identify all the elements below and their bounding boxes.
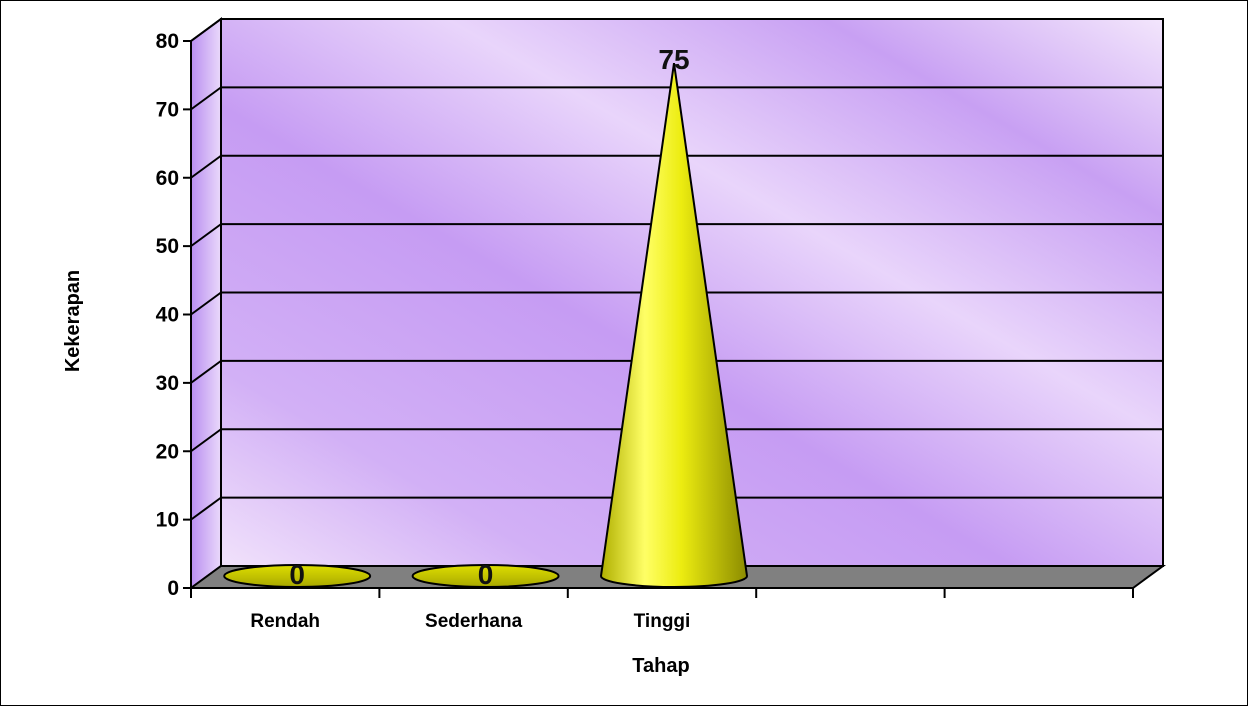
bars bbox=[223, 63, 749, 588]
x-tick-label-rendah: Rendah bbox=[250, 611, 320, 632]
gridline-side-60 bbox=[190, 154, 222, 179]
cone-base-disc bbox=[223, 564, 372, 588]
gridline-side-40 bbox=[190, 291, 222, 316]
gridline-side-70 bbox=[190, 86, 222, 111]
bar-rendah bbox=[223, 564, 372, 588]
bar-tinggi bbox=[599, 63, 749, 588]
gridline-side-10 bbox=[190, 496, 222, 521]
data-labels: 0 0 75 bbox=[289, 44, 689, 590]
y-tick-label-60: 60 bbox=[156, 167, 179, 190]
data-label-sederhana: 0 bbox=[478, 559, 494, 590]
y-axis-title: Kekerapan bbox=[62, 270, 84, 372]
x-tick-label-tinggi: Tinggi bbox=[634, 611, 691, 632]
gridline-side-80 bbox=[190, 18, 222, 42]
data-label-tinggi: 75 bbox=[658, 44, 689, 75]
cone-body bbox=[599, 63, 749, 588]
y-tick-label-0: 0 bbox=[167, 577, 179, 600]
gridline-side-30 bbox=[190, 360, 222, 384]
y-tick-label-70: 70 bbox=[156, 98, 179, 121]
cone-base-disc bbox=[411, 564, 560, 588]
y-ticks: 0 10 20 30 40 50 60 70 80 bbox=[156, 30, 191, 600]
y-tick-label-40: 40 bbox=[156, 304, 179, 327]
gridline-side-20 bbox=[190, 428, 222, 453]
gridline-side-50 bbox=[190, 223, 222, 247]
y-tick-label-20: 20 bbox=[156, 440, 179, 463]
y-tick-label-80: 80 bbox=[156, 30, 179, 53]
y-tick-label-10: 10 bbox=[156, 509, 179, 532]
bar-sederhana bbox=[411, 564, 560, 588]
data-label-rendah: 0 bbox=[289, 559, 305, 590]
x-axis-title: Tahap bbox=[632, 655, 689, 677]
y-tick-label-50: 50 bbox=[156, 235, 179, 258]
x-tick-label-sederhana: Sederhana bbox=[425, 611, 523, 632]
y-tick-label-30: 30 bbox=[156, 372, 179, 395]
x-ticks: Rendah Sederhana Tinggi bbox=[190, 588, 1134, 632]
